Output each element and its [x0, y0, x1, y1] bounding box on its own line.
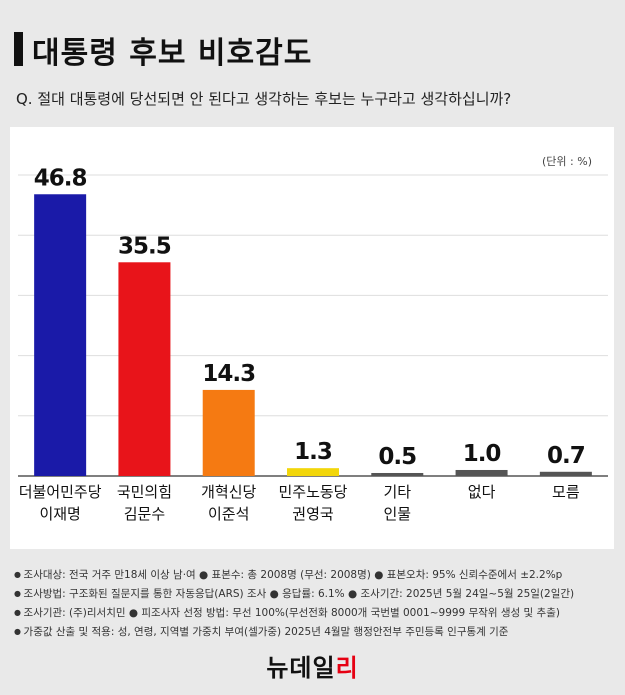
- category-label: 개혁신당: [201, 483, 256, 501]
- category-label: 이재명: [39, 505, 80, 523]
- bar: [455, 469, 508, 476]
- value-label: 0.5: [378, 444, 416, 470]
- bar: [118, 262, 171, 476]
- unit-label: (단위 : %): [542, 155, 592, 168]
- category-label: 없다: [468, 483, 496, 501]
- title-bar-decoration: [14, 32, 23, 66]
- note-line: 조사기관: (주)리서치민 ● 피조사자 선정 방법: 무선 100%(무선전화…: [14, 604, 574, 623]
- category-label: 이준석: [208, 505, 249, 523]
- category-label: 국민의힘: [117, 483, 172, 501]
- value-label: 1.0: [463, 441, 501, 467]
- survey-notes: 조사대상: 전국 거주 만18세 이상 남·여 ● 표본수: 총 2008명 (…: [14, 566, 575, 642]
- bar: [202, 389, 255, 476]
- category-label: 더불어민주당: [19, 483, 102, 501]
- category-label: 김문수: [124, 505, 165, 523]
- bar: [371, 472, 424, 476]
- note-line: 가중값 산출 및 적용: 성, 연령, 지역별 가중치 부여(셀가중) 2025…: [14, 623, 574, 642]
- value-label: 35.5: [118, 233, 171, 259]
- note-line: 조사대상: 전국 거주 만18세 이상 남·여 ● 표본수: 총 2008명 (…: [14, 566, 574, 585]
- value-label: 46.8: [34, 165, 87, 191]
- category-label: 인물: [383, 505, 411, 523]
- bar: [287, 468, 339, 476]
- value-label: 1.3: [294, 439, 332, 465]
- category-label: 모름: [552, 483, 580, 501]
- bar: [539, 471, 592, 476]
- survey-question: Q. 절대 대통령에 당선되면 안 된다고 생각하는 후보는 누구라고 생각하십…: [16, 90, 512, 108]
- publisher-logo: 뉴데일리: [0, 648, 625, 683]
- value-label: 0.7: [547, 443, 585, 469]
- logo-accent-text: 리: [335, 654, 359, 682]
- category-label: 민주노동당: [278, 483, 347, 501]
- value-label: 14.3: [202, 361, 255, 387]
- note-line: 조사방법: 구조화된 질문지를 통한 자동응답(ARS) 조사 ● 응답률: 6…: [14, 585, 575, 604]
- category-label: 기타: [383, 483, 411, 501]
- logo-text: 뉴데일: [266, 654, 336, 682]
- category-label: 권영국: [292, 505, 334, 523]
- page-title: 대통령 후보 비호감도: [32, 36, 313, 71]
- bar: [34, 194, 87, 476]
